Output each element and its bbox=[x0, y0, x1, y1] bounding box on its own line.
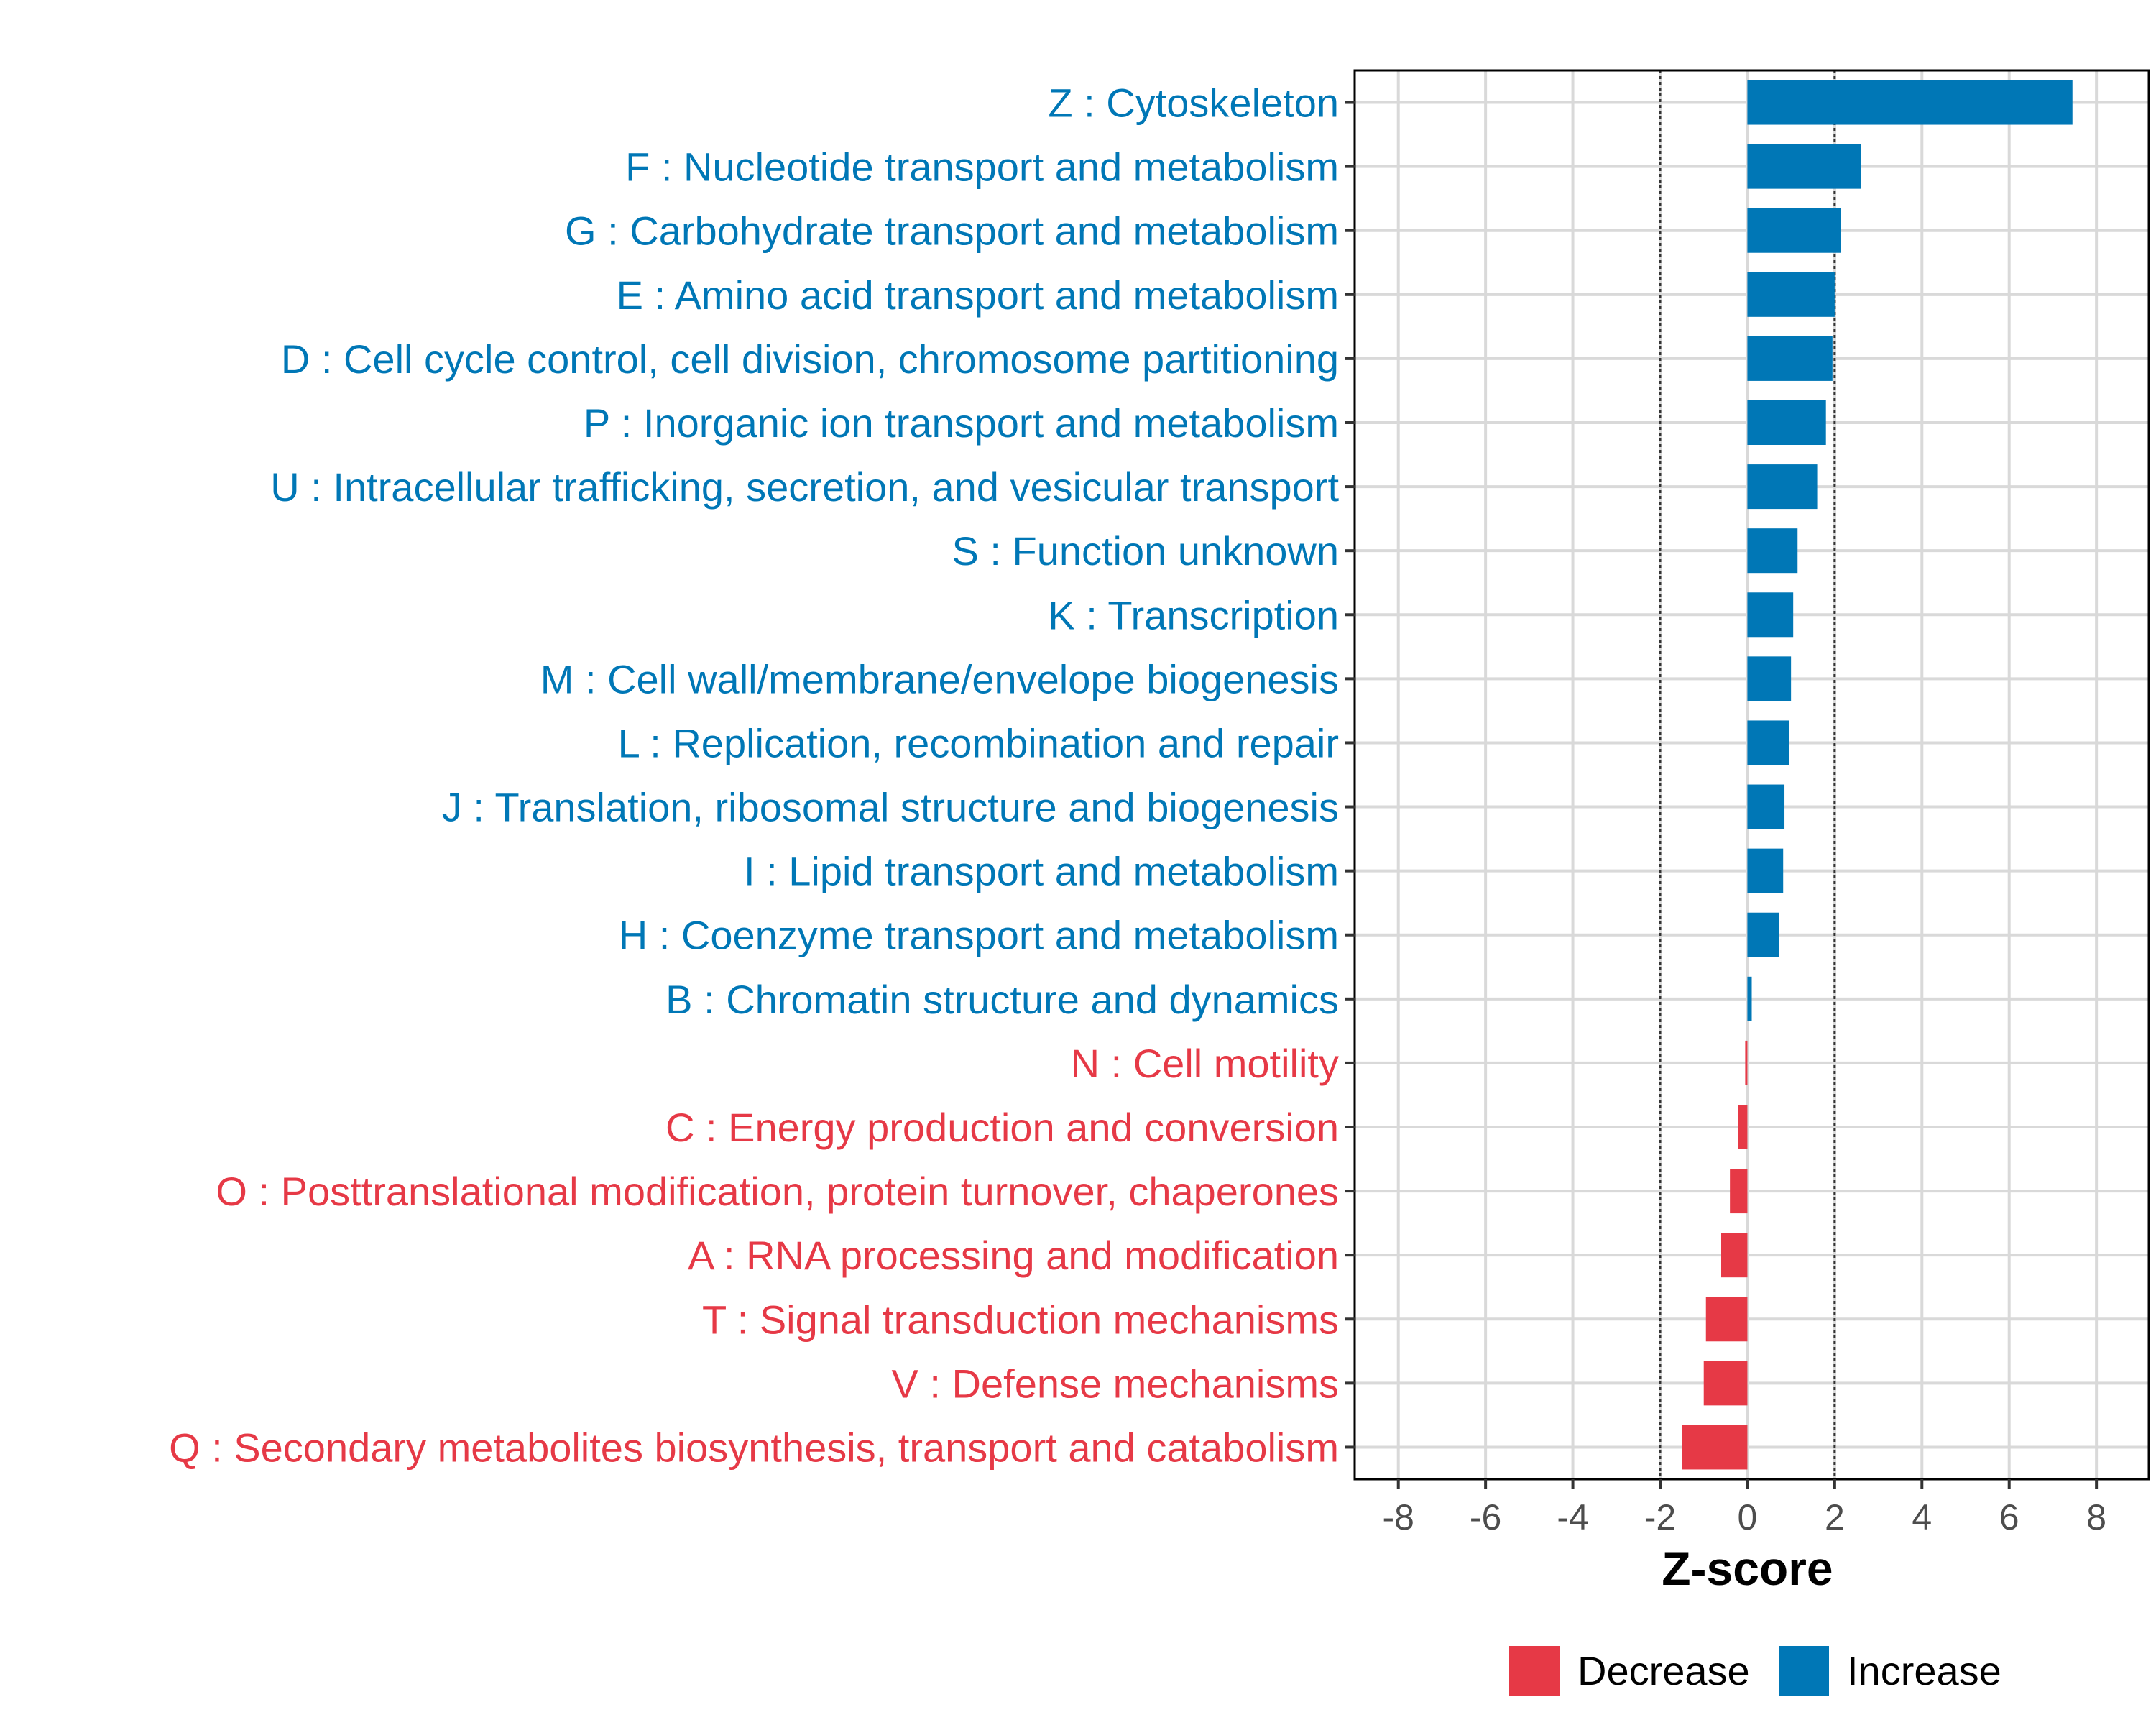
bars bbox=[1682, 80, 2073, 1470]
bar bbox=[1747, 464, 1818, 510]
x-tick-label: -4 bbox=[1557, 1497, 1588, 1537]
bar bbox=[1747, 592, 1794, 638]
bar bbox=[1745, 1040, 1748, 1085]
bar bbox=[1747, 208, 1841, 253]
bar bbox=[1747, 400, 1826, 445]
y-axis-category-labels: Z : Cytoskeleton F : Nucleotide transport… bbox=[169, 80, 1339, 1471]
threshold-lines bbox=[1659, 70, 1836, 1479]
category-label: Q : Secondary metabolites biosynthesis, … bbox=[169, 1425, 1339, 1470]
x-tick-label: 0 bbox=[1738, 1497, 1758, 1537]
category-label: P : Inorganic ion transport and metaboli… bbox=[584, 400, 1339, 446]
bar bbox=[1682, 1425, 1748, 1470]
bar bbox=[1747, 656, 1792, 702]
category-label: J : Translation, ribosomal structure and… bbox=[442, 785, 1339, 830]
bar bbox=[1747, 80, 2073, 125]
category-label: L : Replication, recombination and repai… bbox=[618, 720, 1339, 765]
category-label: D : Cell cycle control, cell division, c… bbox=[281, 336, 1339, 382]
bar bbox=[1747, 976, 1752, 1021]
category-label: H : Coenzyme transport and metabolism bbox=[619, 913, 1339, 958]
bar bbox=[1747, 784, 1785, 829]
bar bbox=[1747, 144, 1861, 189]
category-label: E : Amino acid transport and metabolism bbox=[617, 272, 1339, 318]
category-label: F : Nucleotide transport and metabolism bbox=[625, 144, 1339, 190]
bar bbox=[1747, 272, 1835, 317]
bar bbox=[1747, 336, 1833, 381]
legend-swatch-increase bbox=[1779, 1646, 1829, 1696]
category-label: B : Chromatin structure and dynamics bbox=[665, 977, 1339, 1022]
bar bbox=[1721, 1233, 1748, 1278]
y-axis-ticks bbox=[1345, 101, 1355, 1449]
x-axis-ticks: -8 -6 -4 -2 0 2 4 6 8 bbox=[1382, 1479, 2106, 1537]
category-label: K : Transcription bbox=[1048, 592, 1339, 638]
category-label: N : Cell motility bbox=[1071, 1041, 1339, 1086]
bar bbox=[1730, 1169, 1748, 1214]
bar bbox=[1747, 848, 1784, 893]
category-label: G : Carbohydrate transport and metabolis… bbox=[565, 208, 1339, 254]
x-tick-label: -2 bbox=[1644, 1497, 1676, 1537]
x-tick-label: -8 bbox=[1382, 1497, 1414, 1537]
x-tick-label: 8 bbox=[2086, 1497, 2106, 1537]
category-label: V : Defense mechanisms bbox=[892, 1361, 1339, 1406]
legend-swatch-decrease bbox=[1509, 1646, 1560, 1696]
legend: Decrease Increase bbox=[1509, 1646, 2001, 1696]
plot-panel-border bbox=[1353, 69, 2150, 1481]
bar bbox=[1703, 1361, 1748, 1406]
category-label: U : Intracellular trafficking, secretion… bbox=[270, 464, 1339, 510]
x-tick-label: 4 bbox=[1912, 1497, 1932, 1537]
x-tick-label: 2 bbox=[1825, 1497, 1845, 1537]
category-label: A : RNA processing and modification bbox=[688, 1233, 1339, 1278]
category-label: O : Posttranslational modification, prot… bbox=[216, 1169, 1339, 1214]
category-label: S : Function unknown bbox=[952, 528, 1339, 574]
x-axis-title: Z-score bbox=[1662, 1542, 1833, 1595]
category-label: M : Cell wall/membrane/envelope biogenes… bbox=[540, 656, 1339, 702]
category-label: I : Lipid transport and metabolism bbox=[744, 849, 1339, 894]
legend-label-increase: Increase bbox=[1847, 1648, 2001, 1693]
category-label: T : Signal transduction mechanisms bbox=[702, 1297, 1339, 1342]
legend-label-decrease: Decrease bbox=[1577, 1648, 1750, 1693]
bar bbox=[1747, 528, 1798, 574]
category-label: C : Energy production and conversion bbox=[665, 1105, 1339, 1150]
bar bbox=[1747, 912, 1779, 957]
bar bbox=[1747, 720, 1789, 765]
bar bbox=[1705, 1297, 1748, 1342]
category-label: Z : Cytoskeleton bbox=[1048, 80, 1339, 126]
bar bbox=[1738, 1105, 1748, 1149]
x-tick-label: -6 bbox=[1470, 1497, 1501, 1537]
x-tick-label: 6 bbox=[1999, 1497, 2019, 1537]
